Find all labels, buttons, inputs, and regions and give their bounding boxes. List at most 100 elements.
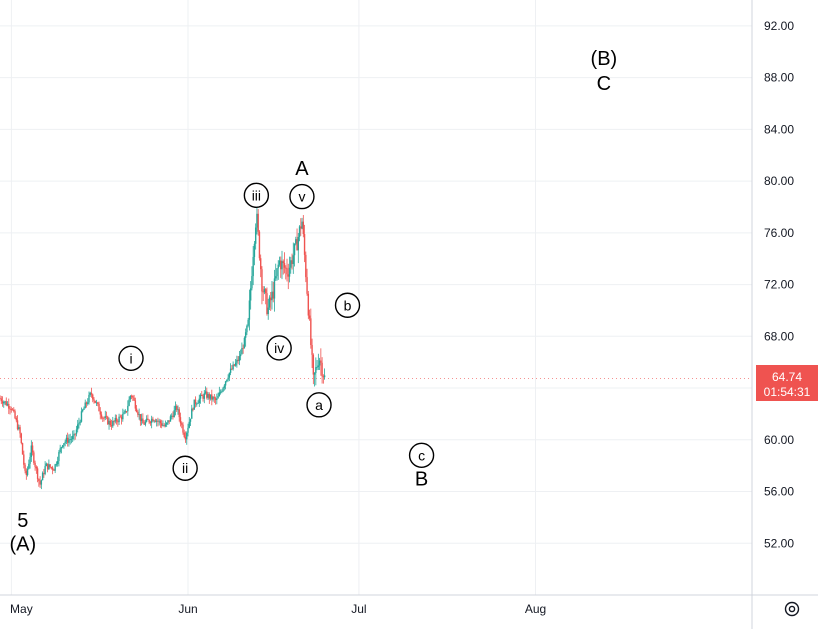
candle-body xyxy=(213,397,216,399)
candle-body xyxy=(276,268,278,277)
candle-body xyxy=(191,408,193,419)
candle-body xyxy=(119,416,122,418)
candle-body xyxy=(293,243,296,256)
candle-body xyxy=(128,399,130,406)
candle-body xyxy=(244,332,247,338)
candle-body xyxy=(224,381,227,386)
candle-body xyxy=(258,231,261,259)
candle-body xyxy=(169,416,172,422)
candle-body xyxy=(118,416,120,423)
settings-gear-icon[interactable] xyxy=(784,601,800,617)
candle-body xyxy=(232,364,234,370)
candle-body xyxy=(9,408,11,410)
candle-body xyxy=(228,372,231,378)
wave-circle-v xyxy=(289,183,315,210)
candle-body xyxy=(277,264,279,269)
candle-body xyxy=(92,394,94,400)
candle-body xyxy=(203,393,205,399)
candle-body xyxy=(80,411,83,422)
candle-body xyxy=(160,423,163,426)
candle-body xyxy=(194,399,197,405)
candle-body xyxy=(120,416,123,420)
candle-body xyxy=(82,409,84,412)
candle-body xyxy=(243,337,246,349)
y-tick-label: 60.00 xyxy=(764,433,794,447)
candle-body xyxy=(273,278,276,299)
candle-body xyxy=(63,443,65,446)
candle-body xyxy=(172,415,174,418)
candle-body xyxy=(272,291,274,299)
candle-body xyxy=(296,239,298,251)
candle-body xyxy=(18,427,20,430)
candle-body xyxy=(50,467,53,468)
candle-body xyxy=(187,427,189,433)
candle-body xyxy=(45,463,48,467)
candle-body xyxy=(252,256,254,277)
wave-circle-iv xyxy=(266,335,292,361)
candle-body xyxy=(242,348,244,349)
candle-body xyxy=(0,398,1,400)
candle-body xyxy=(281,261,283,270)
candle-body xyxy=(197,403,199,404)
candle-body xyxy=(55,464,58,465)
candle-body xyxy=(31,445,34,453)
wave-label-b: b xyxy=(344,297,352,313)
candle-body xyxy=(322,376,325,378)
wave-circle-iii xyxy=(243,182,270,209)
candle-body xyxy=(65,437,68,442)
candle-body xyxy=(94,400,96,403)
candle-body xyxy=(158,420,160,422)
candle-body xyxy=(262,291,264,293)
candle-body xyxy=(90,392,93,395)
candle-body xyxy=(142,418,144,424)
candle-body xyxy=(259,258,262,270)
candle-body xyxy=(19,427,21,434)
last-price-countdown: 01:54:31 xyxy=(764,385,811,399)
candle-body xyxy=(298,226,301,237)
y-axis[interactable]: 92.0088.0084.0080.0076.0072.0068.0064.00… xyxy=(751,0,794,629)
candle-body xyxy=(137,411,139,415)
candle-body xyxy=(139,414,142,422)
candle-body xyxy=(301,221,303,229)
candle-body xyxy=(70,438,73,440)
candle-body xyxy=(140,418,143,422)
candle-body xyxy=(145,418,148,422)
candle-body xyxy=(133,397,135,401)
candle-body xyxy=(204,391,207,394)
candle-body xyxy=(75,429,78,435)
candle-body xyxy=(56,461,59,465)
candle-body xyxy=(132,396,134,398)
candle-body xyxy=(54,464,56,471)
wave-label-B: (B) xyxy=(591,48,618,70)
candle-body xyxy=(30,445,33,458)
candle-body xyxy=(312,354,315,375)
x-axis[interactable]: May Jun Jul Aug xyxy=(0,594,818,616)
candle-body xyxy=(297,236,299,251)
candle-body xyxy=(129,395,132,400)
candle-body xyxy=(174,406,177,411)
candle-body xyxy=(223,385,226,388)
candle-body xyxy=(216,398,218,401)
candle-body xyxy=(144,421,147,425)
candle-body xyxy=(107,416,109,425)
wave-circle-b xyxy=(334,292,361,318)
candle-body xyxy=(261,269,263,292)
candle-body xyxy=(34,462,36,467)
candle-body xyxy=(222,387,224,392)
candle-body xyxy=(181,423,183,425)
candle-body xyxy=(231,368,233,370)
candle-body xyxy=(41,472,44,481)
candle-body xyxy=(28,463,30,469)
wave-label-a: a xyxy=(315,397,323,413)
candle-body xyxy=(153,420,155,422)
candle-body xyxy=(257,213,259,232)
candle-body xyxy=(152,418,154,422)
candle-body xyxy=(38,478,40,482)
candle-body xyxy=(265,289,267,294)
candle-body xyxy=(176,406,178,410)
candle-body xyxy=(177,409,179,411)
candle-body xyxy=(211,394,213,400)
candle-body xyxy=(147,418,149,420)
candle-body xyxy=(110,425,113,427)
